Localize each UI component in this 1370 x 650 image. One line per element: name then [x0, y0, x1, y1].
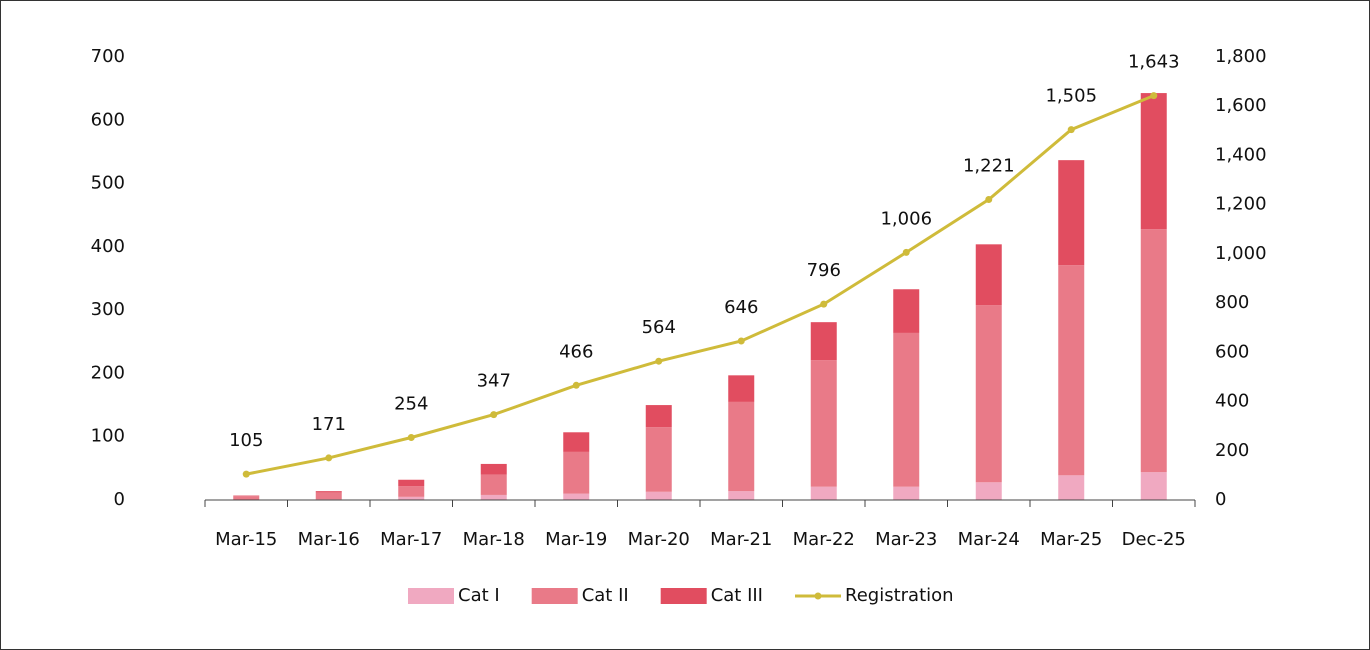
bar-segment — [315, 492, 342, 500]
line-point — [1067, 126, 1075, 134]
bar-segment — [233, 495, 260, 497]
y2-tick-label: 800 — [1215, 292, 1249, 313]
y-tick-label: 400 — [91, 236, 125, 257]
y-tick-label: 700 — [91, 46, 125, 67]
line-point — [1150, 92, 1158, 100]
x-tick-label: Mar-16 — [298, 529, 360, 550]
y-tick-label: 0 — [114, 489, 125, 510]
y2-tick-label: 600 — [1215, 341, 1249, 362]
bar-segment — [315, 491, 342, 493]
bar-segment — [645, 491, 672, 500]
x-tick-label: Mar-23 — [875, 529, 937, 550]
line-point — [985, 195, 993, 203]
legend-label: Cat III — [711, 585, 763, 606]
bar-segment — [1140, 93, 1167, 230]
bar-segment — [563, 451, 590, 494]
bar-segment — [1140, 229, 1167, 473]
x-tick-label: Mar-15 — [215, 529, 277, 550]
y2-tick-label: 1,800 — [1215, 46, 1267, 67]
bar-segment — [728, 491, 755, 500]
data-label: 1,221 — [963, 155, 1015, 176]
data-label: 254 — [394, 393, 428, 414]
line-point — [902, 248, 910, 256]
bar-segment — [728, 401, 755, 492]
line-point — [325, 454, 333, 462]
bar-segment — [975, 305, 1002, 483]
y-tick-label: 300 — [91, 299, 125, 320]
bar-segment — [1058, 475, 1085, 500]
x-tick-label: Mar-25 — [1040, 529, 1102, 550]
data-label: 466 — [559, 341, 593, 362]
y2-tick-label: 400 — [1215, 391, 1249, 412]
line-point — [820, 300, 828, 308]
bar-segment — [1058, 160, 1085, 266]
data-label: 646 — [724, 297, 758, 318]
data-label: 1,643 — [1128, 52, 1180, 73]
data-label: 564 — [642, 317, 676, 338]
x-tick-label: Mar-18 — [463, 529, 525, 550]
y2-tick-label: 1,200 — [1215, 194, 1267, 215]
bar-segment — [563, 493, 590, 500]
line — [245, 94, 1155, 476]
y2-tick-label: 1,400 — [1215, 144, 1267, 165]
bar-segment — [728, 375, 755, 402]
legend-label: Registration — [845, 585, 954, 606]
bar-segment — [645, 427, 672, 492]
bar-segment — [1140, 472, 1167, 500]
data-label: 1,505 — [1045, 86, 1097, 107]
y2-tick-label: 0 — [1215, 489, 1226, 510]
bar-segment — [480, 494, 507, 500]
bar-segment — [810, 322, 837, 361]
legend-swatch — [660, 588, 707, 604]
x-tick-label: Mar-24 — [958, 529, 1020, 550]
bar-segment — [975, 482, 1002, 500]
bar-segment — [480, 463, 507, 475]
legend-swatch — [531, 588, 578, 604]
x-tick-label: Mar-20 — [628, 529, 690, 550]
bar-segment — [893, 332, 920, 487]
y2-tick-label: 200 — [1215, 440, 1249, 461]
data-label: 1,006 — [880, 208, 932, 229]
y-tick-label: 500 — [91, 173, 125, 194]
line-point — [407, 433, 415, 441]
bar-segment — [1058, 265, 1085, 476]
y-tick-label: 600 — [91, 109, 125, 130]
data-label: 796 — [807, 260, 841, 281]
line-point — [242, 470, 250, 478]
legend-swatch — [408, 588, 454, 604]
bar-segment — [893, 486, 920, 500]
data-label: 171 — [312, 414, 346, 435]
x-tick-label: Dec-25 — [1122, 529, 1186, 550]
bar-segment — [810, 486, 837, 500]
line-point — [737, 337, 745, 345]
x-tick-label: Mar-17 — [380, 529, 442, 550]
data-label: 105 — [229, 430, 263, 451]
bar-segment — [398, 486, 425, 497]
y-tick-label: 100 — [91, 426, 125, 447]
bar-segment — [975, 244, 1002, 306]
line-point — [655, 357, 663, 365]
data-label: 347 — [477, 371, 511, 392]
x-tick-label: Mar-21 — [710, 529, 772, 550]
legend-label: Cat I — [458, 585, 500, 606]
y-tick-label: 200 — [91, 362, 125, 383]
line-point — [490, 411, 498, 419]
bar-segment — [645, 405, 672, 428]
line-point — [572, 381, 580, 389]
legend-marker — [814, 592, 822, 600]
bar-segment — [810, 360, 837, 487]
x-tick-label: Mar-22 — [793, 529, 855, 550]
bar-segment — [480, 474, 507, 495]
bar-segment — [563, 432, 590, 452]
y2-tick-label: 1,000 — [1215, 243, 1267, 264]
bar-segment — [893, 289, 920, 333]
bar-segment — [398, 479, 425, 487]
bar-segment — [398, 496, 425, 500]
x-tick-label: Mar-19 — [545, 529, 607, 550]
bar-segment — [233, 496, 260, 500]
y2-tick-label: 1,600 — [1215, 95, 1267, 116]
legend-label: Cat II — [582, 585, 629, 606]
